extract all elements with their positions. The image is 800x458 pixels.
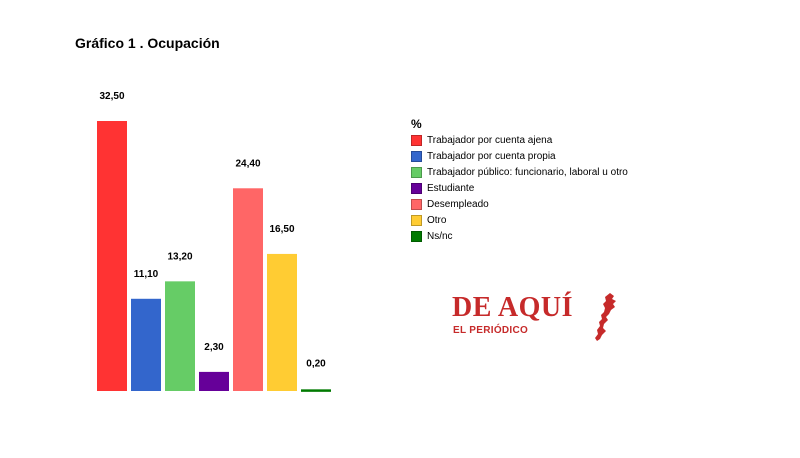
brand-subtitle: EL PERIÓDICO (453, 325, 529, 336)
brand-logo: DE AQUÍ EL PERIÓDICO (452, 292, 632, 344)
legend-item: Otro (411, 212, 628, 228)
bar-6 (267, 253, 297, 391)
bar-value-label: 13,20 (167, 251, 192, 262)
bar-value-label: 24,40 (235, 158, 260, 169)
legend-item: Ns/nc (411, 228, 628, 244)
legend-label: Desempleado (427, 198, 489, 210)
legend-title: % (411, 117, 422, 131)
legend-label: Estudiante (427, 182, 475, 194)
bar-3 (165, 281, 195, 391)
legend-swatch (411, 198, 422, 210)
legend-swatch (411, 182, 422, 194)
legend-swatch (411, 214, 422, 226)
legend-swatch (411, 166, 422, 178)
bar-value-label: 2,30 (204, 342, 224, 353)
bar-value-label: 32,50 (99, 91, 124, 102)
legend-label: Otro (427, 214, 447, 226)
bar-4 (199, 371, 229, 391)
bar-value-label: 16,50 (269, 224, 294, 235)
bar-value-label: 0,20 (306, 359, 326, 370)
bar-1 (97, 121, 127, 391)
bar-2 (131, 298, 161, 391)
bar-5 (233, 188, 263, 391)
legend-item: Estudiante (411, 180, 628, 196)
legend-item: Trabajador por cuenta propia (411, 148, 628, 164)
legend-item: Trabajador por cuenta ajena (411, 132, 628, 148)
bars-group (97, 121, 331, 392)
legend: % Trabajador por cuenta ajena Trabajador … (411, 117, 628, 244)
valencia-map-icon (595, 293, 616, 341)
legend-label: Ns/nc (427, 230, 453, 242)
bar-value-label: 11,10 (134, 269, 159, 280)
chart-title: Gráfico 1 . Ocupación (75, 35, 220, 51)
legend-label: Trabajador público: funcionario, laboral… (427, 166, 628, 178)
legend-item: Desempleado (411, 196, 628, 212)
bar-7 (301, 389, 331, 392)
legend-swatch (411, 150, 422, 162)
legend-swatch (411, 230, 422, 242)
brand-name: DE AQUÍ (452, 292, 573, 323)
legend-label: Trabajador por cuenta ajena (427, 134, 553, 146)
value-labels-group: 32,50 11,10 13,20 2,30 24,40 16,50 0,20 (99, 91, 326, 370)
legend-label: Trabajador por cuenta propia (427, 150, 556, 162)
legend-item: Trabajador público: funcionario, laboral… (411, 164, 628, 180)
legend-swatch (411, 134, 422, 146)
